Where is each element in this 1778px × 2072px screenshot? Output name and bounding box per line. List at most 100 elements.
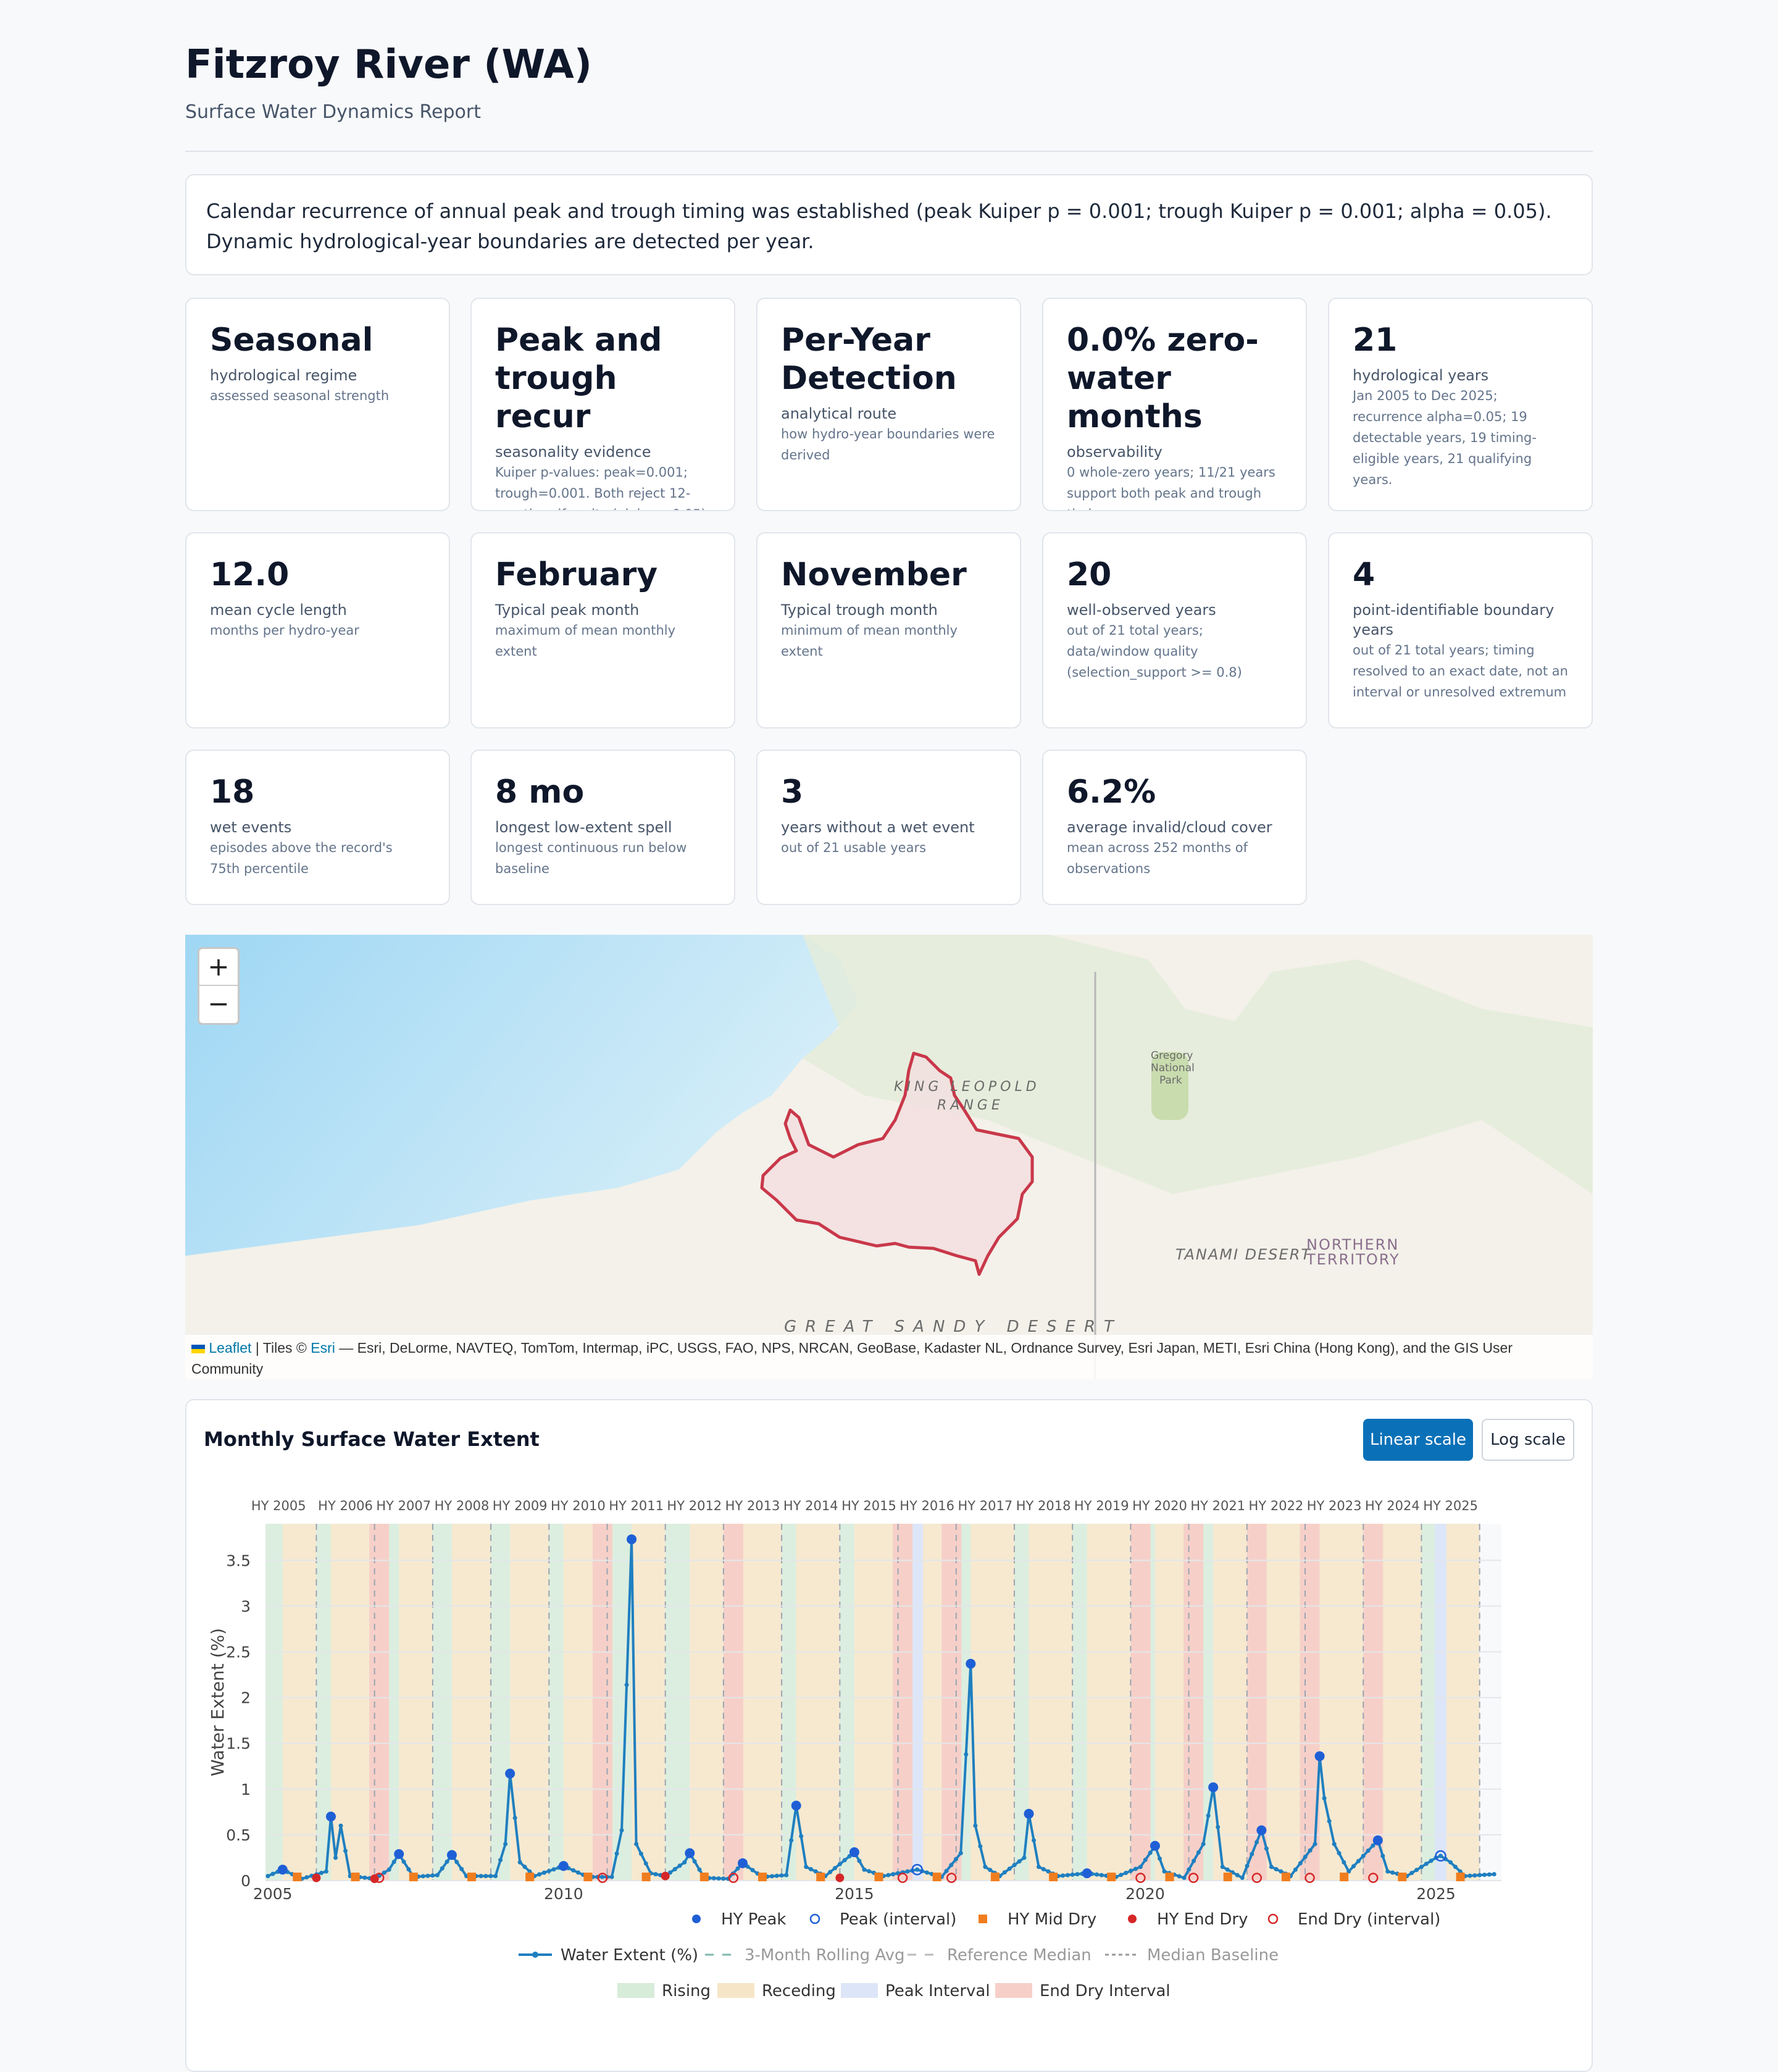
end-dry-interval-marker xyxy=(1251,1873,1263,1883)
water-extent-point xyxy=(1206,1813,1211,1818)
water-extent-point xyxy=(1414,1868,1419,1873)
hy-peak-marker xyxy=(1256,1825,1267,1836)
log-scale-button[interactable]: Log scale xyxy=(1482,1419,1574,1461)
water-extent-point xyxy=(1327,1819,1332,1824)
water-extent-point xyxy=(1279,1869,1283,1874)
hy-peak-marker xyxy=(1024,1808,1034,1819)
water-extent-point xyxy=(440,1866,444,1871)
water-extent-point xyxy=(842,1858,847,1863)
water-extent-point xyxy=(1342,1860,1346,1865)
y-axis-label: Water Extent (%) xyxy=(207,1628,228,1776)
leaflet-link[interactable]: Leaflet xyxy=(209,1340,252,1356)
water-extent-point xyxy=(1158,1856,1162,1861)
hy-label: HY 2017 xyxy=(958,1498,1012,1513)
gregory-national-park-area xyxy=(1151,1052,1188,1120)
stat-card: 0.0% zero-water months observability 0 who… xyxy=(1042,298,1307,511)
x-tick-label: 2005 xyxy=(253,1885,293,1903)
stat-label: wet events xyxy=(210,819,292,836)
water-extent-point xyxy=(1070,1872,1075,1877)
water-extent-point xyxy=(924,1870,929,1875)
hy-mid-dry-marker xyxy=(1107,1873,1116,1882)
water-extent-point xyxy=(1012,1863,1017,1868)
legend-label: Peak Interval xyxy=(885,1982,990,2000)
rising-band xyxy=(782,1524,796,1881)
legend-label: Median Baseline xyxy=(1147,1946,1279,1965)
receding-band xyxy=(1261,1524,1306,1881)
legend-band-icon xyxy=(617,1983,654,1998)
stat-value: Per-Year Detection xyxy=(781,322,957,397)
end-dry-interval-band xyxy=(941,1524,962,1881)
end-dry-interval-band xyxy=(592,1524,612,1881)
stat-card: November Typical trough month minimum of m… xyxy=(756,532,1021,729)
water-extent-point xyxy=(808,1866,813,1871)
esri-link[interactable]: Esri xyxy=(311,1340,335,1356)
water-extent-point xyxy=(517,1860,522,1865)
receding-band xyxy=(1029,1524,1073,1881)
end-dry-interval-marker xyxy=(1135,1873,1146,1883)
water-extent-point xyxy=(1313,1842,1317,1847)
water-extent-point xyxy=(1196,1850,1201,1855)
chart-card: Monthly Surface Water Extent Linear scal… xyxy=(185,1399,1593,2072)
stat-value: 0.0% zero-water months xyxy=(1067,322,1259,435)
catchment-map[interactable]: + − KING LEOPOLD RANGE Gregory National … xyxy=(185,935,1593,1379)
page-title: Fitzroy River (WA) xyxy=(185,42,592,88)
stat-card: Peak and trough recur seasonality evidenc… xyxy=(470,298,735,511)
stat-label: observability xyxy=(1067,443,1162,461)
header-divider xyxy=(185,151,1593,152)
stat-value: 21 xyxy=(1353,322,1398,359)
water-extent-point xyxy=(1409,1871,1414,1876)
stat-detail: 0 whole-zero years; 11/21 years support … xyxy=(1067,465,1275,510)
water-extent-point xyxy=(867,1869,872,1874)
water-extent-point xyxy=(964,1752,969,1757)
water-extent-point xyxy=(546,1868,551,1873)
water-extent-point xyxy=(541,1870,546,1875)
stat-value: 18 xyxy=(210,774,255,811)
water-extent-point xyxy=(609,1874,614,1879)
legend-peak-icon xyxy=(692,1915,701,1923)
water-extent-point xyxy=(338,1823,343,1828)
water-extent-point xyxy=(667,1870,672,1875)
water-extent-point xyxy=(1458,1869,1463,1874)
water-extent-point xyxy=(1467,1873,1472,1878)
water-extent-point xyxy=(750,1868,755,1873)
receding-band xyxy=(1319,1524,1364,1881)
water-extent-point xyxy=(1453,1865,1458,1869)
rising-band xyxy=(665,1524,690,1881)
hy-peak-marker xyxy=(1082,1868,1092,1879)
water-extent-point xyxy=(1124,1871,1129,1876)
hy-label: HY 2012 xyxy=(667,1498,722,1513)
zoom-out-button[interactable]: − xyxy=(207,988,230,1019)
water-extent-point xyxy=(862,1867,867,1872)
hy-label: HY 2023 xyxy=(1307,1498,1362,1513)
hy-label: HY 2015 xyxy=(841,1498,896,1513)
water-extent-point xyxy=(1216,1824,1221,1829)
map-label-tanami: TANAMI DESERT xyxy=(1175,1246,1312,1263)
hy-label: HY 2018 xyxy=(1016,1498,1071,1513)
water-extent-point xyxy=(391,1860,396,1865)
y-tick-label: 1.5 xyxy=(226,1735,251,1753)
water-extent-point xyxy=(677,1863,682,1868)
water-extent-chart[interactable]: 0 0.5 1 1.5 2 2.5 3 3.5 2005 2010 2015 2020 2025 Wate… xyxy=(186,1400,1592,2071)
linear-scale-button[interactable]: Linear scale xyxy=(1363,1419,1473,1461)
water-extent-point xyxy=(1356,1858,1361,1863)
catchment-boundary[interactable] xyxy=(760,1051,1034,1276)
end-dry-interval-band xyxy=(369,1524,390,1881)
stat-card: 6.2% average invalid/cloud cover mean acro… xyxy=(1042,750,1307,905)
stat-detail: maximum of mean monthly extent xyxy=(495,623,676,659)
hy-peak-marker xyxy=(791,1800,801,1811)
water-extent-point xyxy=(643,1861,648,1866)
hy-peak-marker xyxy=(738,1858,748,1868)
end-dry-interval-marker xyxy=(1188,1873,1199,1883)
legend-mid-dry-icon xyxy=(979,1915,987,1923)
zoom-in-button[interactable]: + xyxy=(199,949,238,986)
x-tick-label: 2010 xyxy=(544,1885,583,1903)
water-extent-point xyxy=(721,1876,726,1881)
end-dry-interval-marker xyxy=(897,1873,908,1883)
water-extent-point xyxy=(512,1815,517,1820)
stat-card: 18 wet events episodes above the record's … xyxy=(185,750,450,905)
legend-end-dry-interval-icon xyxy=(1267,1913,1279,1924)
water-extent-point xyxy=(1041,1866,1046,1871)
water-extent-point xyxy=(382,1870,386,1875)
stat-label: seasonality evidence xyxy=(495,443,651,461)
stat-label: hydrological years xyxy=(1353,367,1489,384)
